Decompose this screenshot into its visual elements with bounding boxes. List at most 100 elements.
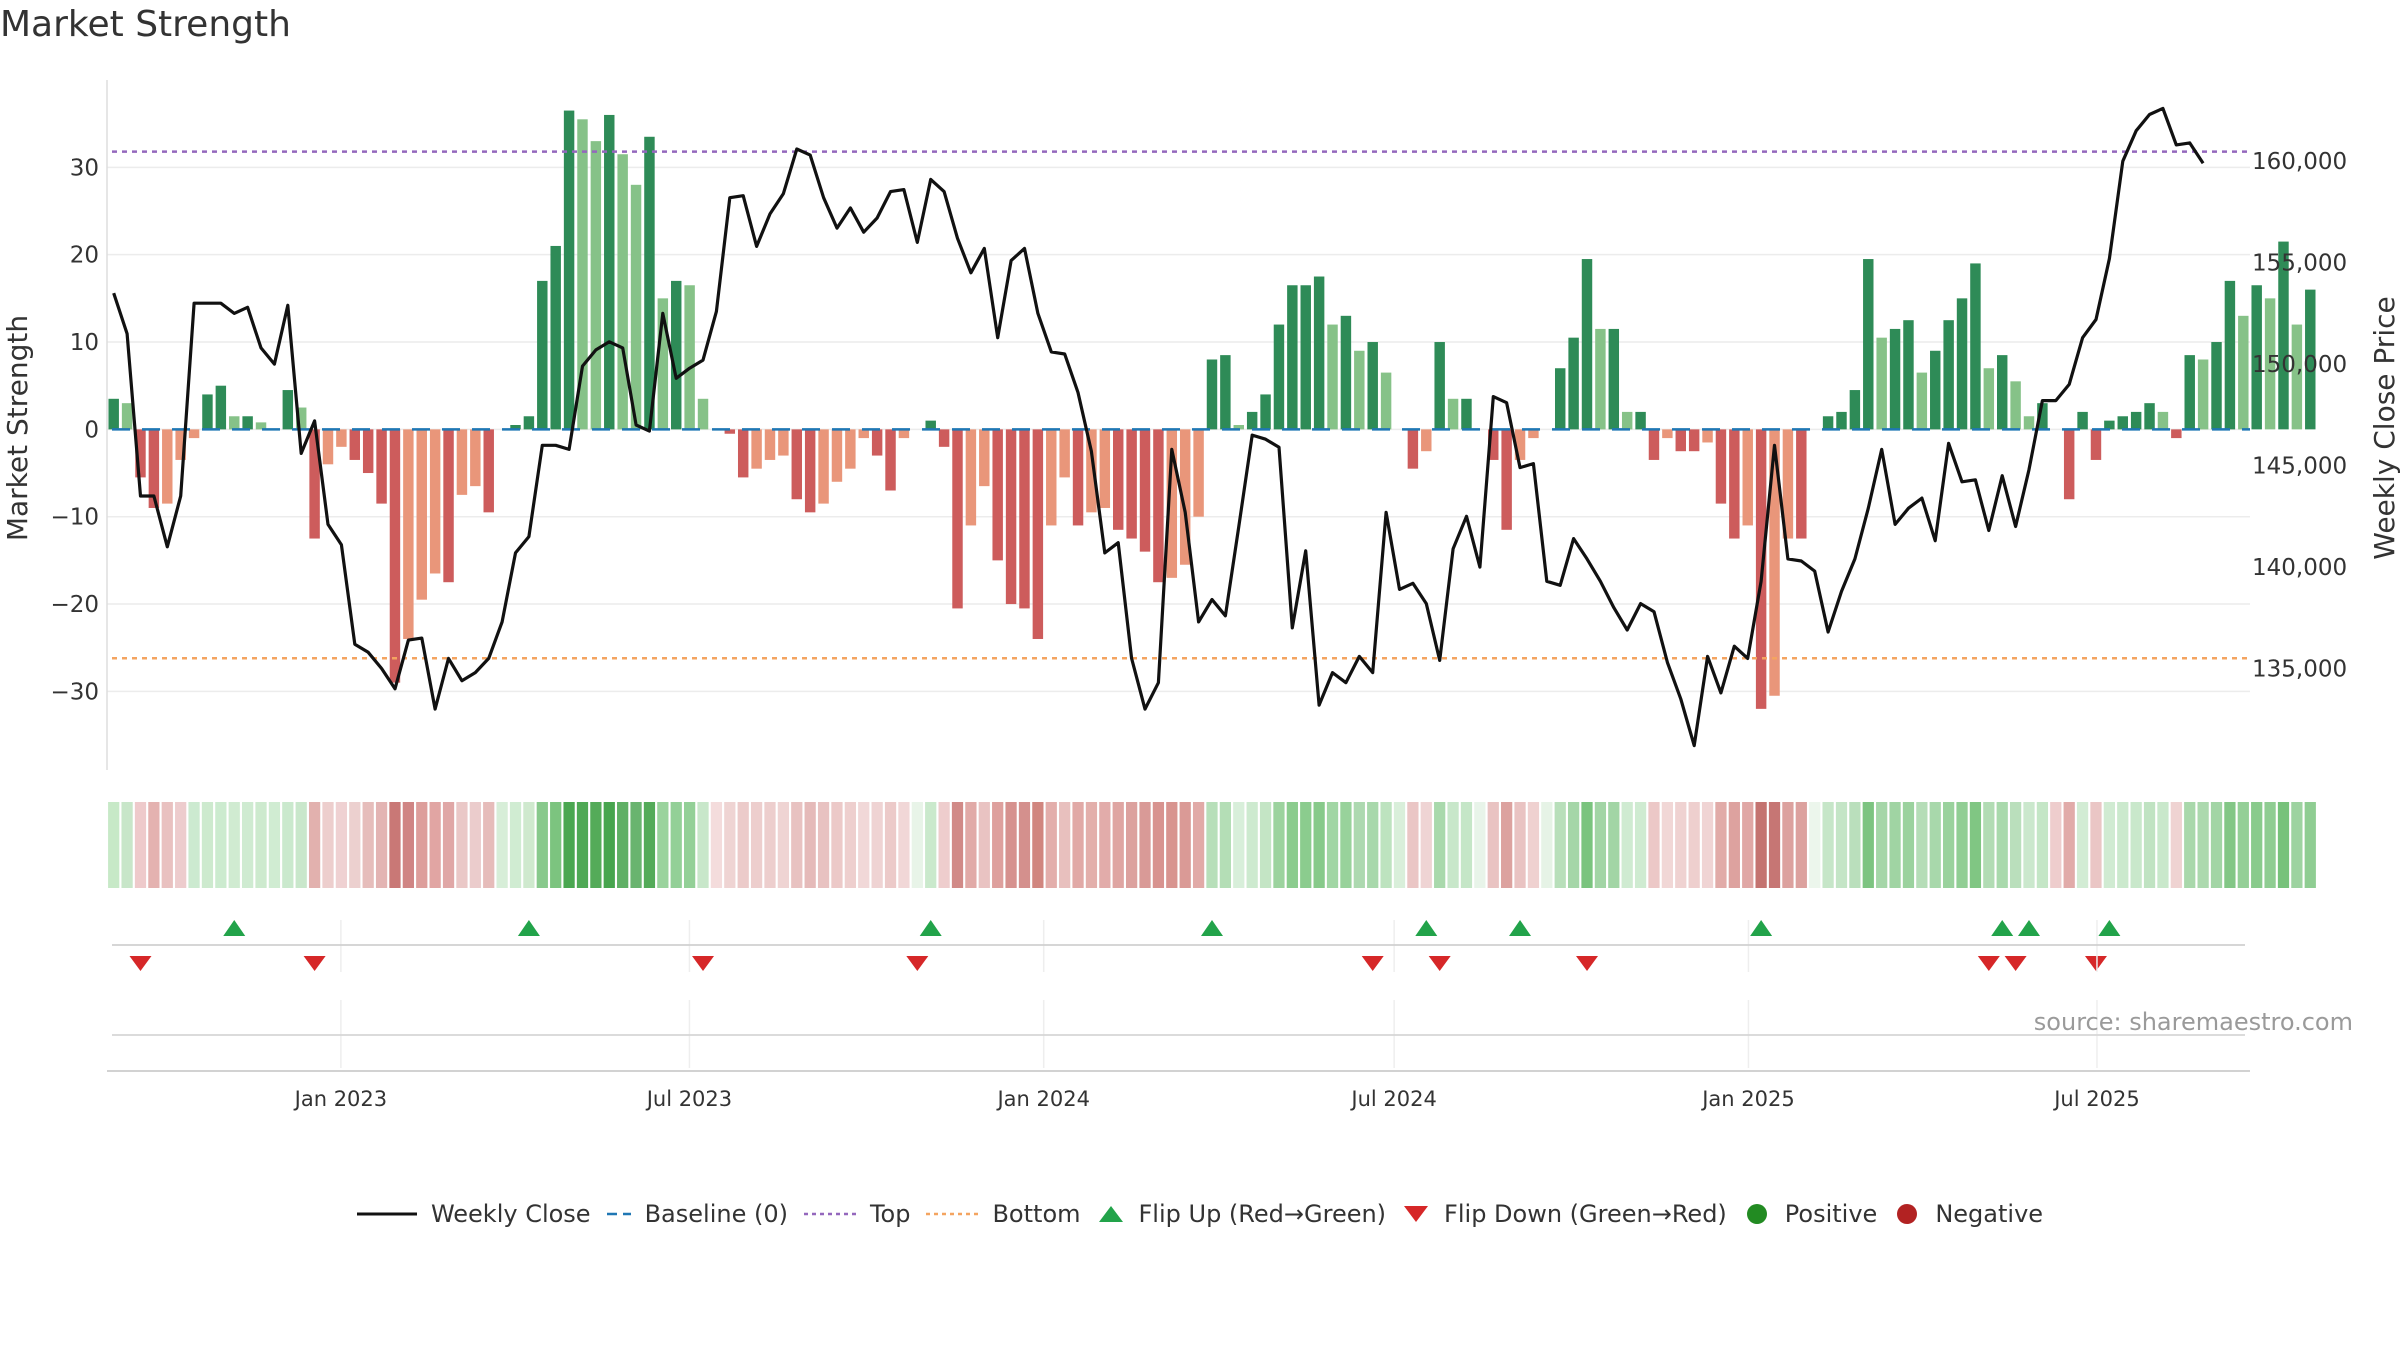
heat-band-cell (1916, 802, 1928, 888)
strength-bar (563, 110, 575, 430)
heat-band-cell (1969, 802, 1982, 888)
legend-negative[interactable]: Negative (1893, 1200, 2043, 1228)
strength-bar (1514, 429, 1526, 460)
strength-bar (1032, 429, 1044, 639)
strength-bar (1313, 276, 1325, 430)
flip-up-marker (2098, 920, 2121, 936)
strength-bar (1434, 342, 1445, 430)
flip-up-marker (919, 920, 942, 936)
strength-bar (2305, 289, 2316, 430)
strength-bar (1447, 398, 1459, 430)
heat-band-cell (1728, 802, 1740, 888)
heat-band-cell (1367, 802, 1379, 888)
heat-band-cell (2237, 802, 2249, 888)
heat-band-cell (1112, 802, 1124, 888)
strength-bar (898, 429, 910, 439)
y2-tick-label: 140,000 (2252, 555, 2347, 581)
heat-band-cell (2277, 802, 2290, 888)
heat-band-cell (1956, 802, 1968, 888)
strength-bar (1220, 355, 1231, 430)
y2-tick-label: 150,000 (2252, 352, 2347, 378)
heat-band-cell (777, 802, 790, 888)
flip-down-marker (906, 956, 929, 971)
flip-up-marker (1750, 920, 1773, 936)
legend-flip-down[interactable]: Flip Down (Green→Red) (1402, 1200, 1727, 1228)
legend-flip-up[interactable]: Flip Up (Red→Green) (1097, 1200, 1386, 1228)
heat-band-cell (2103, 802, 2115, 888)
strength-bar (255, 422, 267, 430)
heat-band-cell (1326, 802, 1339, 888)
legend-bottom[interactable]: Bottom (926, 1200, 1081, 1228)
strength-bar (1635, 411, 1646, 430)
strength-bar (2144, 403, 2155, 430)
strength-bar (1836, 411, 1847, 430)
strength-bar (282, 390, 294, 430)
heat-band-cell (1059, 802, 1071, 888)
legend-top[interactable]: Top (803, 1200, 910, 1228)
legend-positive[interactable]: Positive (1743, 1200, 1878, 1228)
strength-bar (1863, 259, 1874, 430)
strength-bar (2184, 355, 2195, 430)
heat-band-cell (108, 802, 120, 888)
flip-up-marker (2018, 920, 2041, 936)
heat-band-cell (1313, 802, 1325, 888)
legend-label: Positive (1784, 1200, 1878, 1228)
heat-band-cell (2224, 802, 2236, 888)
strength-bar (2264, 298, 2276, 430)
heat-band-cell (255, 802, 267, 888)
heat-band-cell (2291, 802, 2303, 888)
heat-band-cell (121, 802, 133, 888)
strength-bar (818, 429, 829, 504)
flip-down-marker (1428, 956, 1451, 971)
strength-bar (229, 416, 240, 430)
heat-band-cell (1889, 802, 1901, 888)
strength-bar (470, 429, 481, 487)
strength-bar (604, 114, 615, 430)
heat-band-cell (148, 802, 160, 888)
legend-label: Bottom (992, 1200, 1081, 1228)
y2-tick-label: 160,000 (2252, 149, 2347, 175)
strength-bar (684, 285, 695, 430)
heat-band-cell (402, 802, 414, 888)
heat-band-cell (1393, 802, 1406, 888)
strength-bar (242, 416, 253, 430)
strength-bar (590, 141, 602, 430)
strength-bar (1046, 429, 1057, 526)
flip-down-marker (2084, 956, 2107, 971)
heat-band-cell (1179, 802, 1191, 888)
heat-band-cell (389, 802, 401, 888)
heat-band-cell (1474, 802, 1486, 888)
strength-bar (697, 398, 709, 430)
strength-bar (1675, 429, 1686, 452)
strength-bar (1179, 429, 1191, 565)
heat-band-cell (2076, 802, 2089, 888)
strength-bar (778, 429, 789, 456)
strength-bar (349, 429, 361, 460)
heat-band-cell (1809, 802, 1821, 888)
legend-baseline[interactable]: Baseline (0) (606, 1200, 788, 1228)
legend-weekly-close[interactable]: Weekly Close (356, 1200, 591, 1228)
heat-band-cell (1018, 802, 1031, 888)
strength-heat-band (108, 802, 2316, 888)
heat-band-cell (576, 802, 589, 888)
strength-bar (135, 429, 146, 478)
heat-band-cell (1340, 802, 1352, 888)
strength-bar (1059, 429, 1070, 478)
source-note: source: sharemaestro.com (2033, 1008, 2353, 1036)
strength-bar (952, 429, 963, 609)
flip-down-icon (1404, 1206, 1429, 1222)
strength-bar (1528, 429, 1539, 439)
strength-bar (845, 429, 856, 469)
strength-bar (871, 429, 883, 456)
heat-band-cell (1581, 802, 1593, 888)
heat-band-cell (1152, 802, 1165, 888)
heat-band-cell (603, 802, 615, 888)
heat-band-cell (2009, 802, 2022, 888)
flip-down-marker (1576, 956, 1599, 971)
heat-band-cell (1701, 802, 1714, 888)
strength-bar (1581, 259, 1593, 430)
heat-band-cell (1782, 802, 1794, 888)
heat-band-cell (1246, 802, 1258, 888)
strength-bar (737, 429, 749, 478)
positive-dot-icon (1746, 1204, 1767, 1224)
